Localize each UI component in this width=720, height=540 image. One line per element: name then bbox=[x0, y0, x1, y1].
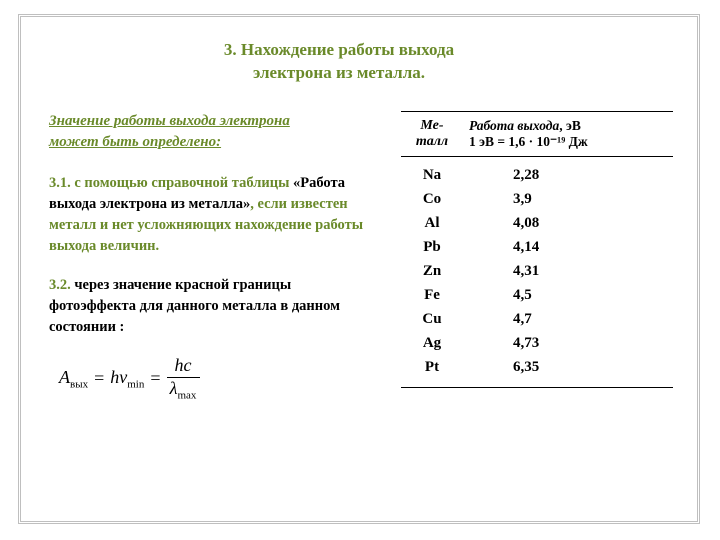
cell-metal: Ag bbox=[401, 331, 463, 355]
cell-metal: Cu bbox=[401, 307, 463, 331]
txt: 1 эВ = 1,6 · 10⁻¹⁹ Дж bbox=[469, 134, 588, 149]
intro-text: Значение работы выхода электрона может б… bbox=[49, 111, 379, 153]
frac-bot: λmax bbox=[170, 378, 197, 402]
table-row: Co3,9 bbox=[401, 187, 673, 211]
item-3-2: 3.2. через значение красной границы фото… bbox=[49, 275, 379, 338]
table-row: Pt6,35 bbox=[401, 355, 673, 379]
txt: Ме- bbox=[420, 118, 443, 133]
sub: max bbox=[177, 389, 196, 401]
table-row: Al4,08 bbox=[401, 211, 673, 235]
intro-line1: Значение работы выхода электрона bbox=[49, 113, 290, 129]
table-header: Ме- талл Работа выхода, эВ 1 эВ = 1,6 · … bbox=[401, 111, 673, 157]
page-title: 3. Нахождение работы выхода электрона из… bbox=[139, 39, 539, 85]
cell-metal: Pt bbox=[401, 355, 463, 379]
table-row: Na2,28 bbox=[401, 163, 673, 187]
header-work: Работа выхода, эВ 1 эВ = 1,6 · 10⁻¹⁹ Дж bbox=[463, 112, 673, 156]
cell-value: 4,73 bbox=[463, 331, 673, 355]
formula: Aвых = hνmin = hc λmax bbox=[59, 356, 379, 401]
cell-value: 4,14 bbox=[463, 235, 673, 259]
work-function-table: Ме- талл Работа выхода, эВ 1 эВ = 1,6 · … bbox=[401, 111, 673, 388]
cell-value: 2,28 bbox=[463, 163, 673, 187]
sym: A bbox=[59, 367, 70, 387]
title-line2: электрона из металла. bbox=[253, 63, 425, 82]
txt: талл bbox=[416, 134, 448, 149]
cell-metal: Na bbox=[401, 163, 463, 187]
cell-metal: Co bbox=[401, 187, 463, 211]
intro-line2: может быть определено: bbox=[49, 134, 221, 150]
sub: min bbox=[127, 379, 144, 391]
sym: h bbox=[110, 367, 119, 387]
right-column: Ме- талл Работа выхода, эВ 1 эВ = 1,6 · … bbox=[401, 111, 673, 402]
header-metal: Ме- талл bbox=[401, 112, 463, 156]
txt-i: Работа выхода bbox=[469, 118, 559, 133]
table-row: Pb4,14 bbox=[401, 235, 673, 259]
table-row: Fe4,5 bbox=[401, 283, 673, 307]
item-black: через значение красной границы фотоэффек… bbox=[49, 277, 340, 335]
cell-metal: Fe bbox=[401, 283, 463, 307]
cell-value: 4,31 bbox=[463, 259, 673, 283]
table-row: Ag4,73 bbox=[401, 331, 673, 355]
eq: = bbox=[150, 368, 160, 389]
cell-metal: Al bbox=[401, 211, 463, 235]
item-number: 3.1. bbox=[49, 175, 71, 191]
table-row: Zn4,31 bbox=[401, 259, 673, 283]
eq: = bbox=[94, 368, 104, 389]
cell-value: 4,08 bbox=[463, 211, 673, 235]
frac-top: hc bbox=[167, 356, 200, 378]
title-line1: 3. Нахождение работы выхода bbox=[224, 40, 454, 59]
txt: Работа выхода, эВ bbox=[469, 118, 581, 133]
formula-A: Aвых bbox=[59, 367, 88, 391]
table-row: Cu4,7 bbox=[401, 307, 673, 331]
content-columns: Значение работы выхода электрона может б… bbox=[49, 111, 673, 402]
cell-value: 6,35 bbox=[463, 355, 673, 379]
item-3-1: 3.1. с помощью справочной таблицы «Работ… bbox=[49, 173, 379, 257]
slide: 3. Нахождение работы выхода электрона из… bbox=[18, 14, 700, 524]
left-column: Значение работы выхода электрона может б… bbox=[49, 111, 379, 402]
cell-value: 4,7 bbox=[463, 307, 673, 331]
cell-value: 4,5 bbox=[463, 283, 673, 307]
cell-value: 3,9 bbox=[463, 187, 673, 211]
fraction: hc λmax bbox=[167, 356, 200, 401]
cell-metal: Zn bbox=[401, 259, 463, 283]
formula-hnu: hνmin bbox=[110, 367, 144, 391]
cell-metal: Pb bbox=[401, 235, 463, 259]
sub: вых bbox=[70, 379, 88, 391]
txt-n: , эВ bbox=[559, 118, 581, 133]
item-number: 3.2. bbox=[49, 277, 71, 293]
table-body: Na2,28Co3,9Al4,08Pb4,14Zn4,31Fe4,5Cu4,7A… bbox=[401, 157, 673, 388]
item-highlight: с помощью справочной таблицы bbox=[71, 175, 290, 191]
